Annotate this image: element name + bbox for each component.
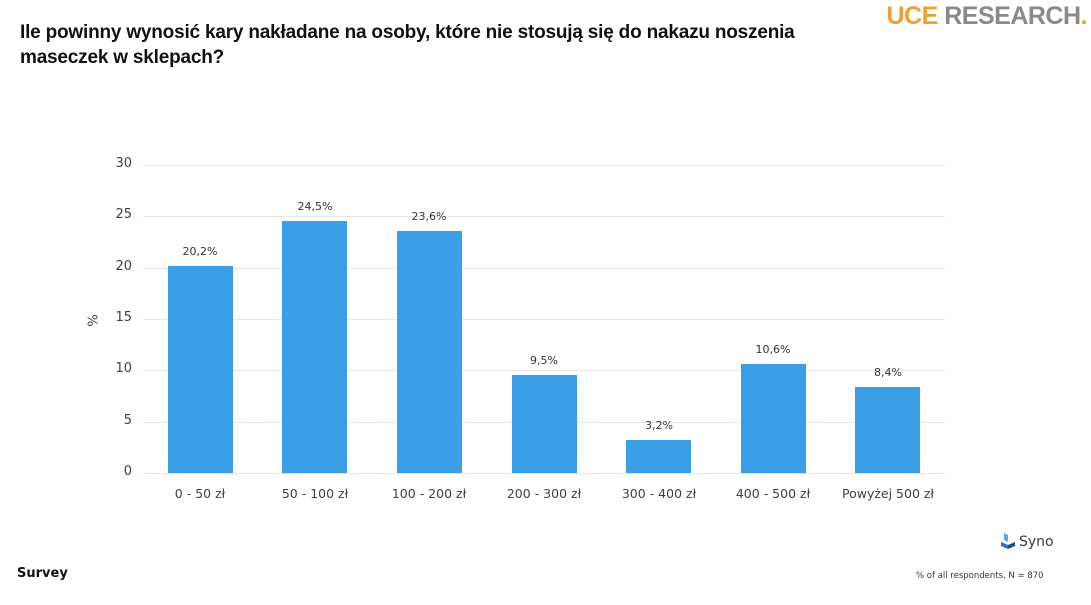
logo-uce: UCE xyxy=(886,2,939,30)
gridline xyxy=(143,165,945,166)
y-tick-label: 25 xyxy=(115,207,132,222)
bar xyxy=(626,440,691,473)
chart-title: Ile powinny wynosić kary nakładane na os… xyxy=(20,22,795,68)
x-tick-label: 200 - 300 zł xyxy=(506,486,582,501)
data-label: 8,4% xyxy=(874,366,902,379)
survey-label: Survey xyxy=(17,566,68,581)
data-label: 23,6% xyxy=(411,210,447,223)
bar xyxy=(282,221,347,473)
uce-research-logo: UCE RESEARCH. xyxy=(887,2,1088,30)
y-tick-label: 5 xyxy=(123,413,132,428)
gridline xyxy=(143,370,945,371)
bar xyxy=(855,387,920,473)
logo-dot: . xyxy=(1080,2,1088,30)
data-label: 3,2% xyxy=(645,419,673,432)
bar xyxy=(512,375,577,473)
syno-cube-icon xyxy=(1001,533,1015,549)
bar xyxy=(168,266,233,473)
gridline xyxy=(143,319,945,320)
x-tick-label: 50 - 100 zł xyxy=(281,486,349,501)
data-label: 24,5% xyxy=(297,200,333,213)
syno-brand-text: Syno xyxy=(1019,534,1054,550)
syno-logo: Syno xyxy=(1001,533,1054,551)
respondents-note: % of all respondents, N = 870 xyxy=(916,571,1044,581)
y-tick-label: 30 xyxy=(115,156,132,171)
y-tick-label: 15 xyxy=(115,310,132,325)
x-tick-label: 100 - 200 zł xyxy=(391,486,467,501)
data-label: 9,5% xyxy=(530,354,558,367)
gridline xyxy=(143,473,945,474)
gridline xyxy=(143,216,945,217)
data-label: 20,2% xyxy=(182,245,218,258)
gridline xyxy=(143,268,945,269)
data-label: 10,6% xyxy=(755,343,791,356)
x-tick-label: 0 - 50 zł xyxy=(174,486,226,501)
y-tick-label: 20 xyxy=(115,259,132,274)
y-tick-label: 10 xyxy=(115,361,132,376)
x-tick-label: 400 - 500 zł xyxy=(735,486,811,501)
logo-research: RESEARCH xyxy=(937,2,1081,30)
bar xyxy=(397,231,462,473)
x-tick-label: Powyżej 500 zł xyxy=(841,486,934,501)
x-tick-label: 300 - 400 zł xyxy=(621,486,697,501)
bar xyxy=(741,364,806,473)
y-tick-label: 0 xyxy=(123,464,132,479)
